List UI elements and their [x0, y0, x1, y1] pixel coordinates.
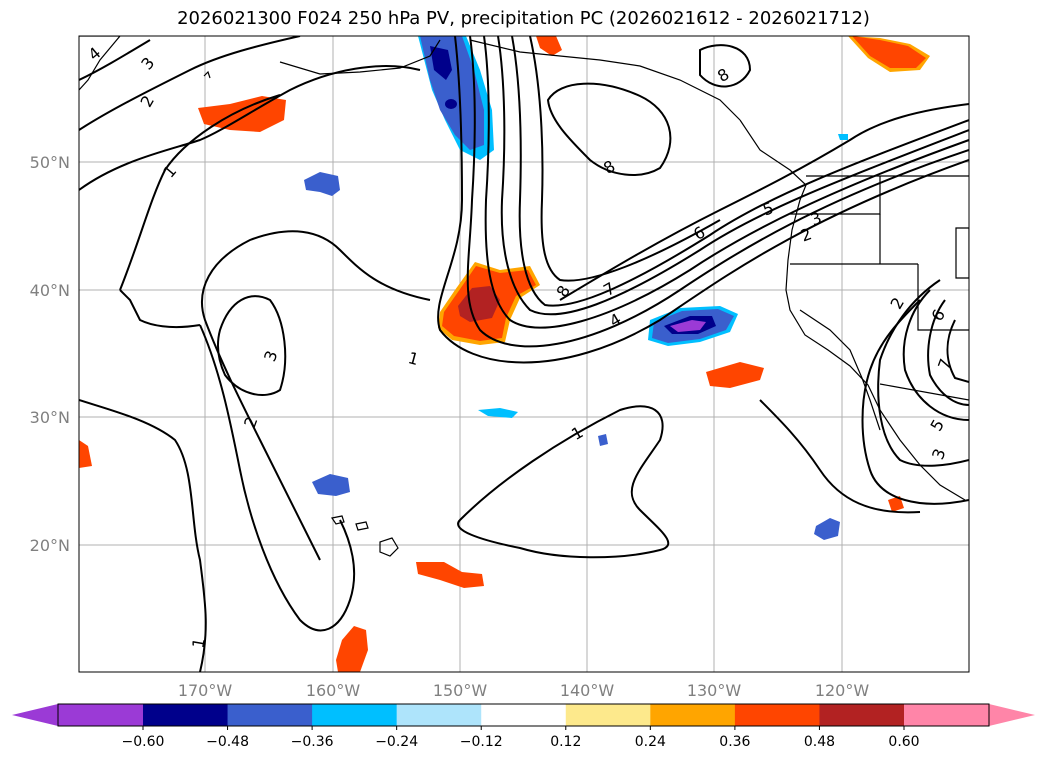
map-title: 2026021300 F024 250 hPa PV, precipitatio… [177, 8, 870, 29]
precip-patch-pos [336, 626, 368, 672]
precip-patch-pos [852, 36, 926, 68]
colorbar-tick-label: −0.12 [460, 734, 503, 750]
contour-line-2 [861, 299, 969, 505]
contour-line-8 [529, 36, 721, 282]
colorbar: −0.60 −0.48 −0.36 −0.24 −0.12 0.12 0.24 0.36 0.4… [12, 703, 1035, 750]
contour-line-5 [466, 36, 969, 348]
contour-line-4 [437, 36, 969, 364]
colorbar-tick-label: −0.60 [122, 734, 165, 750]
precip-patch-neg [430, 46, 452, 80]
island-hawaii [331, 515, 345, 525]
colorbar-extend-high [989, 704, 1035, 726]
contour-line-6 [927, 299, 969, 406]
lon-label: 130°W [687, 681, 742, 700]
contour-line-1 [457, 405, 670, 559]
coastline-alaska [79, 36, 121, 91]
contour-line-8 [511, 36, 969, 307]
latitude-labels: 50°N 40°N 30°N 20°N [30, 153, 70, 555]
precip-patch-neg [598, 434, 608, 446]
island-hawaii [355, 521, 369, 531]
contour-line-3 [877, 279, 969, 467]
colorbar-tick-label: 0.36 [719, 734, 750, 750]
contour-line-1 [79, 399, 207, 672]
coastline-baja [799, 309, 881, 431]
colorbar-cell [227, 704, 313, 726]
precip-patch-neg [838, 134, 848, 140]
lon-label: 140°W [560, 681, 615, 700]
colorbar-tick-label: 0.48 [804, 734, 835, 750]
colorbar-tick-label: 0.24 [635, 734, 666, 750]
lat-label: 50°N [30, 153, 70, 172]
pv-contours [79, 36, 969, 672]
lat-label: 30°N [30, 408, 70, 427]
lon-label: 120°W [815, 681, 870, 700]
island-small [203, 70, 211, 79]
precip-patch-pos [536, 36, 562, 56]
colorbar-cell [312, 704, 398, 726]
border-state [917, 264, 969, 331]
colorbar-cell [904, 704, 989, 726]
map-frame [78, 35, 970, 673]
contour-line-2 [201, 230, 431, 561]
contour-line-7 [497, 36, 969, 316]
precip-patch-neg [445, 99, 457, 109]
lon-label: 170°W [178, 681, 233, 700]
coastline-gulf-alaska [469, 39, 741, 121]
lat-label: 40°N [30, 281, 70, 300]
colorbar-tick-label: 0.12 [550, 734, 581, 750]
colorbar-cell [565, 704, 651, 726]
colorbar-cell [58, 704, 143, 726]
lon-label: 160°W [306, 681, 361, 700]
precip-patch-neg [312, 474, 350, 496]
contour-line-5 [902, 289, 969, 421]
precip-patch-pos [706, 362, 764, 388]
precip-patch-pos [888, 496, 904, 512]
colorbar-cell [819, 704, 905, 726]
coastline-west-coast [739, 119, 966, 501]
longitude-labels: 170°W 160°W 150°W 140°W 130°W 120°W [178, 681, 870, 700]
precip-patch-pos [416, 562, 484, 588]
colorbar-tick-label: 0.60 [888, 734, 919, 750]
contour-line-7 [946, 319, 969, 383]
border-state [955, 227, 969, 279]
precip-patch-neg [814, 518, 840, 540]
precip-patch-pos [79, 440, 92, 468]
contour-line-1 [79, 65, 421, 191]
colorbar-cell [143, 704, 229, 726]
precip-patch-neg [670, 320, 706, 332]
colorbar-extend-low [12, 704, 58, 726]
colorbar-tick-label: −0.36 [291, 734, 334, 750]
precip-patch-neg [478, 408, 518, 418]
contour-line-8 [699, 44, 752, 88]
contour-line-3 [79, 39, 151, 81]
precip-patch-neg [304, 172, 340, 196]
colorbar-cell [650, 704, 736, 726]
coastlines [79, 36, 969, 557]
contour-line-6 [483, 36, 969, 329]
lat-label: 20°N [30, 536, 70, 555]
contour-line-2 [79, 36, 301, 131]
colorbar-cell [481, 704, 567, 726]
colorbar-tick-label: −0.48 [206, 734, 249, 750]
contour-label: 1 [406, 348, 421, 369]
colorbar-cell [734, 704, 820, 726]
colorbar-cell [396, 704, 482, 726]
map-area [79, 36, 969, 672]
contour-label: 1 [188, 636, 208, 649]
island-hawaii [379, 537, 399, 557]
contour-line-1 [119, 94, 281, 291]
contour-line-1 [559, 103, 969, 301]
contour-line-2 [199, 324, 356, 632]
colorbar-frame [57, 703, 990, 727]
contour-line-1 [759, 399, 921, 514]
lon-label: 150°W [433, 681, 488, 700]
border-us-mexico [879, 383, 969, 401]
contour-line-8 [546, 82, 672, 176]
coastline-aleutians [279, 39, 441, 75]
contour-line-3 [216, 295, 287, 396]
colorbar-tick-label: −0.24 [375, 734, 418, 750]
contour-line-1 [119, 289, 201, 329]
